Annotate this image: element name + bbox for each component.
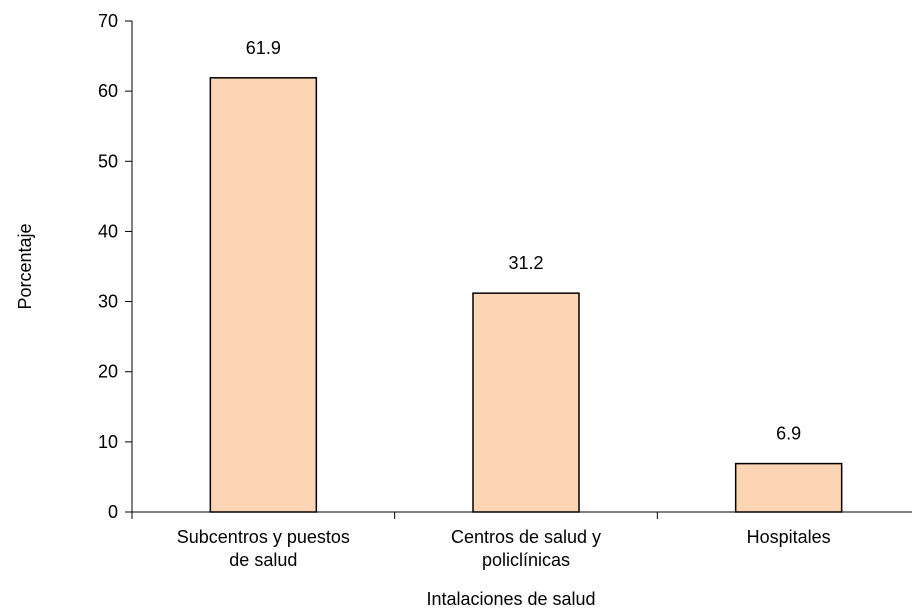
y-tick-label: 60 (98, 81, 118, 101)
y-tick-label: 0 (108, 502, 118, 522)
y-tick-label: 70 (98, 11, 118, 31)
y-tick-label: 30 (98, 292, 118, 312)
x-axis-title: Intalaciones de salud (426, 589, 595, 609)
bar-value-label: 61.9 (246, 38, 281, 58)
category-label: Hospitales (747, 527, 831, 547)
y-tick-label: 40 (98, 221, 118, 241)
category-label: Centros de salud y policlínicas (451, 527, 601, 570)
bar (734, 462, 843, 513)
bar (472, 292, 580, 513)
y-axis-title: Porcentaje (15, 223, 35, 309)
bars (209, 77, 843, 513)
category-label: Subcentros y puestos de salud (177, 527, 350, 570)
bar-value-label: 6.9 (776, 424, 801, 444)
y-tick-label: 10 (98, 432, 118, 452)
labels: 0 10 20 30 40 50 60 70 61.9 Subcentros y puestos d… (98, 11, 831, 570)
bar (209, 77, 318, 513)
y-tick-label: 20 (98, 362, 118, 382)
y-tick-label: 50 (98, 151, 118, 171)
bar-value-label: 31.2 (508, 253, 543, 273)
